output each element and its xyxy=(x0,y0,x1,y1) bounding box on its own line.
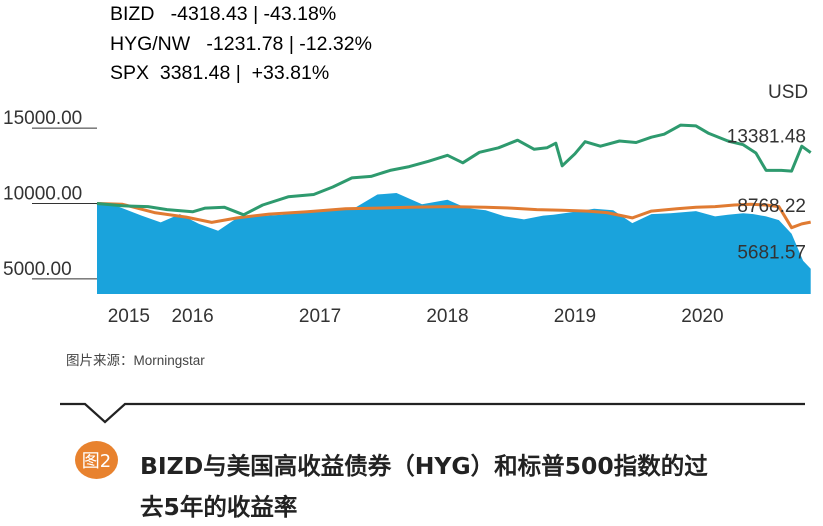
caption-line-1: BIZD与美国高收益债券（HYG）和标普500指数的过 xyxy=(140,452,708,480)
chart: 15000.00 10000.00 5000.00 2015 2016 2017 2018 2… xyxy=(3,82,812,327)
end-label-spx: 13381.48 xyxy=(727,127,806,148)
series-area-bizd xyxy=(97,193,811,294)
x-tick-label: 2016 xyxy=(171,306,213,327)
end-label-bizd: 5681.57 xyxy=(737,243,806,264)
y-tick-label: 5000.00 xyxy=(3,259,72,280)
x-tick-label: 2018 xyxy=(426,306,468,327)
legend-spx: SPX 3381.48 | +33.81% xyxy=(110,62,330,84)
figure-badge: 图2 xyxy=(75,441,118,479)
series-line-hyg-nw xyxy=(96,202,811,230)
tick-layer: 15000.00 10000.00 5000.00 2015 2016 2017 2018 2… xyxy=(3,108,806,327)
caption-line-2: 去5年的收益率 xyxy=(140,493,298,521)
y-tick-label: 10000.00 xyxy=(3,184,82,205)
x-tick-label: 2015 xyxy=(108,306,150,327)
legend-hyg: HYG/NW -1231.78 | -12.32% xyxy=(110,33,372,55)
plot-area xyxy=(96,123,812,294)
x-tick-label: 2020 xyxy=(681,306,723,327)
x-tick-label: 2019 xyxy=(554,306,596,327)
series-line-spx xyxy=(96,123,812,217)
y-tick-label: 15000.00 xyxy=(3,108,82,129)
currency-label: USD xyxy=(768,82,808,103)
legend-bizd: BIZD -4318.43 | -43.18% xyxy=(110,3,337,25)
x-tick-label: 2017 xyxy=(299,306,341,327)
divider xyxy=(60,402,805,424)
end-label-hyg-nw: 8768.22 xyxy=(737,196,806,217)
image-source: 图片来源：Morningstar xyxy=(66,353,205,368)
